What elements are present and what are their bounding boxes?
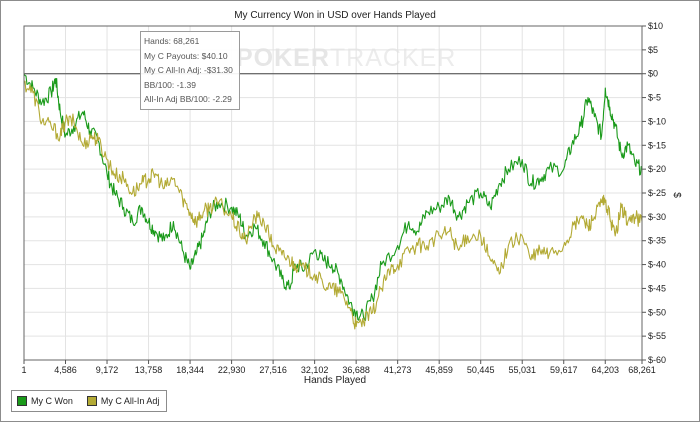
series-line-allin-adj — [23, 80, 643, 330]
tooltip-payouts: My C Payouts: $40.10 — [144, 50, 228, 61]
y-tick-label: $-25 — [648, 188, 666, 198]
x-tick-label: 22,930 — [218, 365, 246, 375]
legend-item-won[interactable]: My C Won — [17, 396, 73, 406]
x-tick-label: 32,102 — [301, 365, 329, 375]
y-tick-label: $-40 — [648, 260, 666, 270]
y-axis-title: $ — [671, 192, 682, 198]
y-tick-label: $-35 — [648, 236, 666, 246]
y-tick-label: $-5 — [648, 93, 661, 103]
y-tick-label: $-50 — [648, 307, 666, 317]
chart-legend: My C Won My C All-In Adj — [11, 390, 168, 412]
watermark-light: TRACKER — [329, 44, 457, 72]
y-tick-label: $0 — [648, 69, 658, 79]
y-axis-ticks: $10 $5 $0 $-5 $-10 $-15 $-20 $-25 $-30 $-35 $-40 $-… — [642, 21, 666, 365]
x-tick-label: 27,516 — [259, 365, 287, 375]
x-tick-label: 59,617 — [550, 365, 578, 375]
watermark-bold: POKER — [236, 44, 330, 72]
x-tick-label: 41,273 — [384, 365, 412, 375]
legend-item-allin-adj[interactable]: My C All-In Adj — [86, 396, 160, 406]
x-tick-label: 55,031 — [508, 365, 536, 375]
legend-swatch-allin-adj — [86, 396, 97, 406]
x-tick-label: 68,261 — [628, 365, 656, 375]
tooltip-allin-adj: My C All-In Adj: -$31.30 — [144, 65, 233, 76]
x-tick-label: 50,445 — [467, 365, 495, 375]
series-line-won — [23, 73, 643, 321]
legend-label-won: My C Won — [31, 396, 73, 406]
x-tick-label: 1 — [21, 365, 26, 375]
x-tick-label: 18,344 — [176, 365, 204, 375]
y-tick-label: $5 — [648, 45, 658, 55]
x-tick-label: 4,586 — [54, 365, 77, 375]
y-tick-label: $-15 — [648, 140, 666, 150]
x-axis-title: Hands Played — [304, 375, 366, 386]
chart-title: My Currency Won in USD over Hands Played — [234, 10, 436, 21]
legend-label-allin-adj: My C All-In Adj — [100, 396, 160, 406]
legend-swatch-won — [17, 396, 27, 406]
tooltip-bb100: BB/100: -1.39 — [144, 79, 196, 90]
y-tick-label: $10 — [648, 21, 663, 31]
y-tick-label: $-10 — [648, 116, 666, 126]
x-tick-label: 9,172 — [96, 365, 119, 375]
y-tick-label: $-20 — [648, 164, 666, 174]
hover-tooltip: Hands: 68,261 My C Payouts: $40.10 My C … — [140, 31, 240, 110]
y-tick-label: $-60 — [648, 355, 666, 365]
y-tick-label: $-30 — [648, 212, 666, 222]
x-tick-label: 64,203 — [591, 365, 619, 375]
y-tick-label: $-45 — [648, 283, 666, 293]
y-tick-label: $-55 — [648, 331, 666, 341]
x-tick-label: 45,859 — [425, 365, 453, 375]
pokertracker-watermark: POKERTRACKER — [236, 44, 456, 73]
x-axis-ticks: 1 4,586 9,172 13,758 18,344 22,930 27,516 32,10… — [21, 360, 656, 375]
x-tick-label: 36,688 — [342, 365, 370, 375]
x-tick-label: 13,758 — [135, 365, 163, 375]
tooltip-hands: Hands: 68,261 — [144, 36, 200, 46]
tooltip-allin-bb100: All-In Adj BB/100: -2.29 — [144, 94, 232, 105]
series-lines — [23, 73, 643, 330]
